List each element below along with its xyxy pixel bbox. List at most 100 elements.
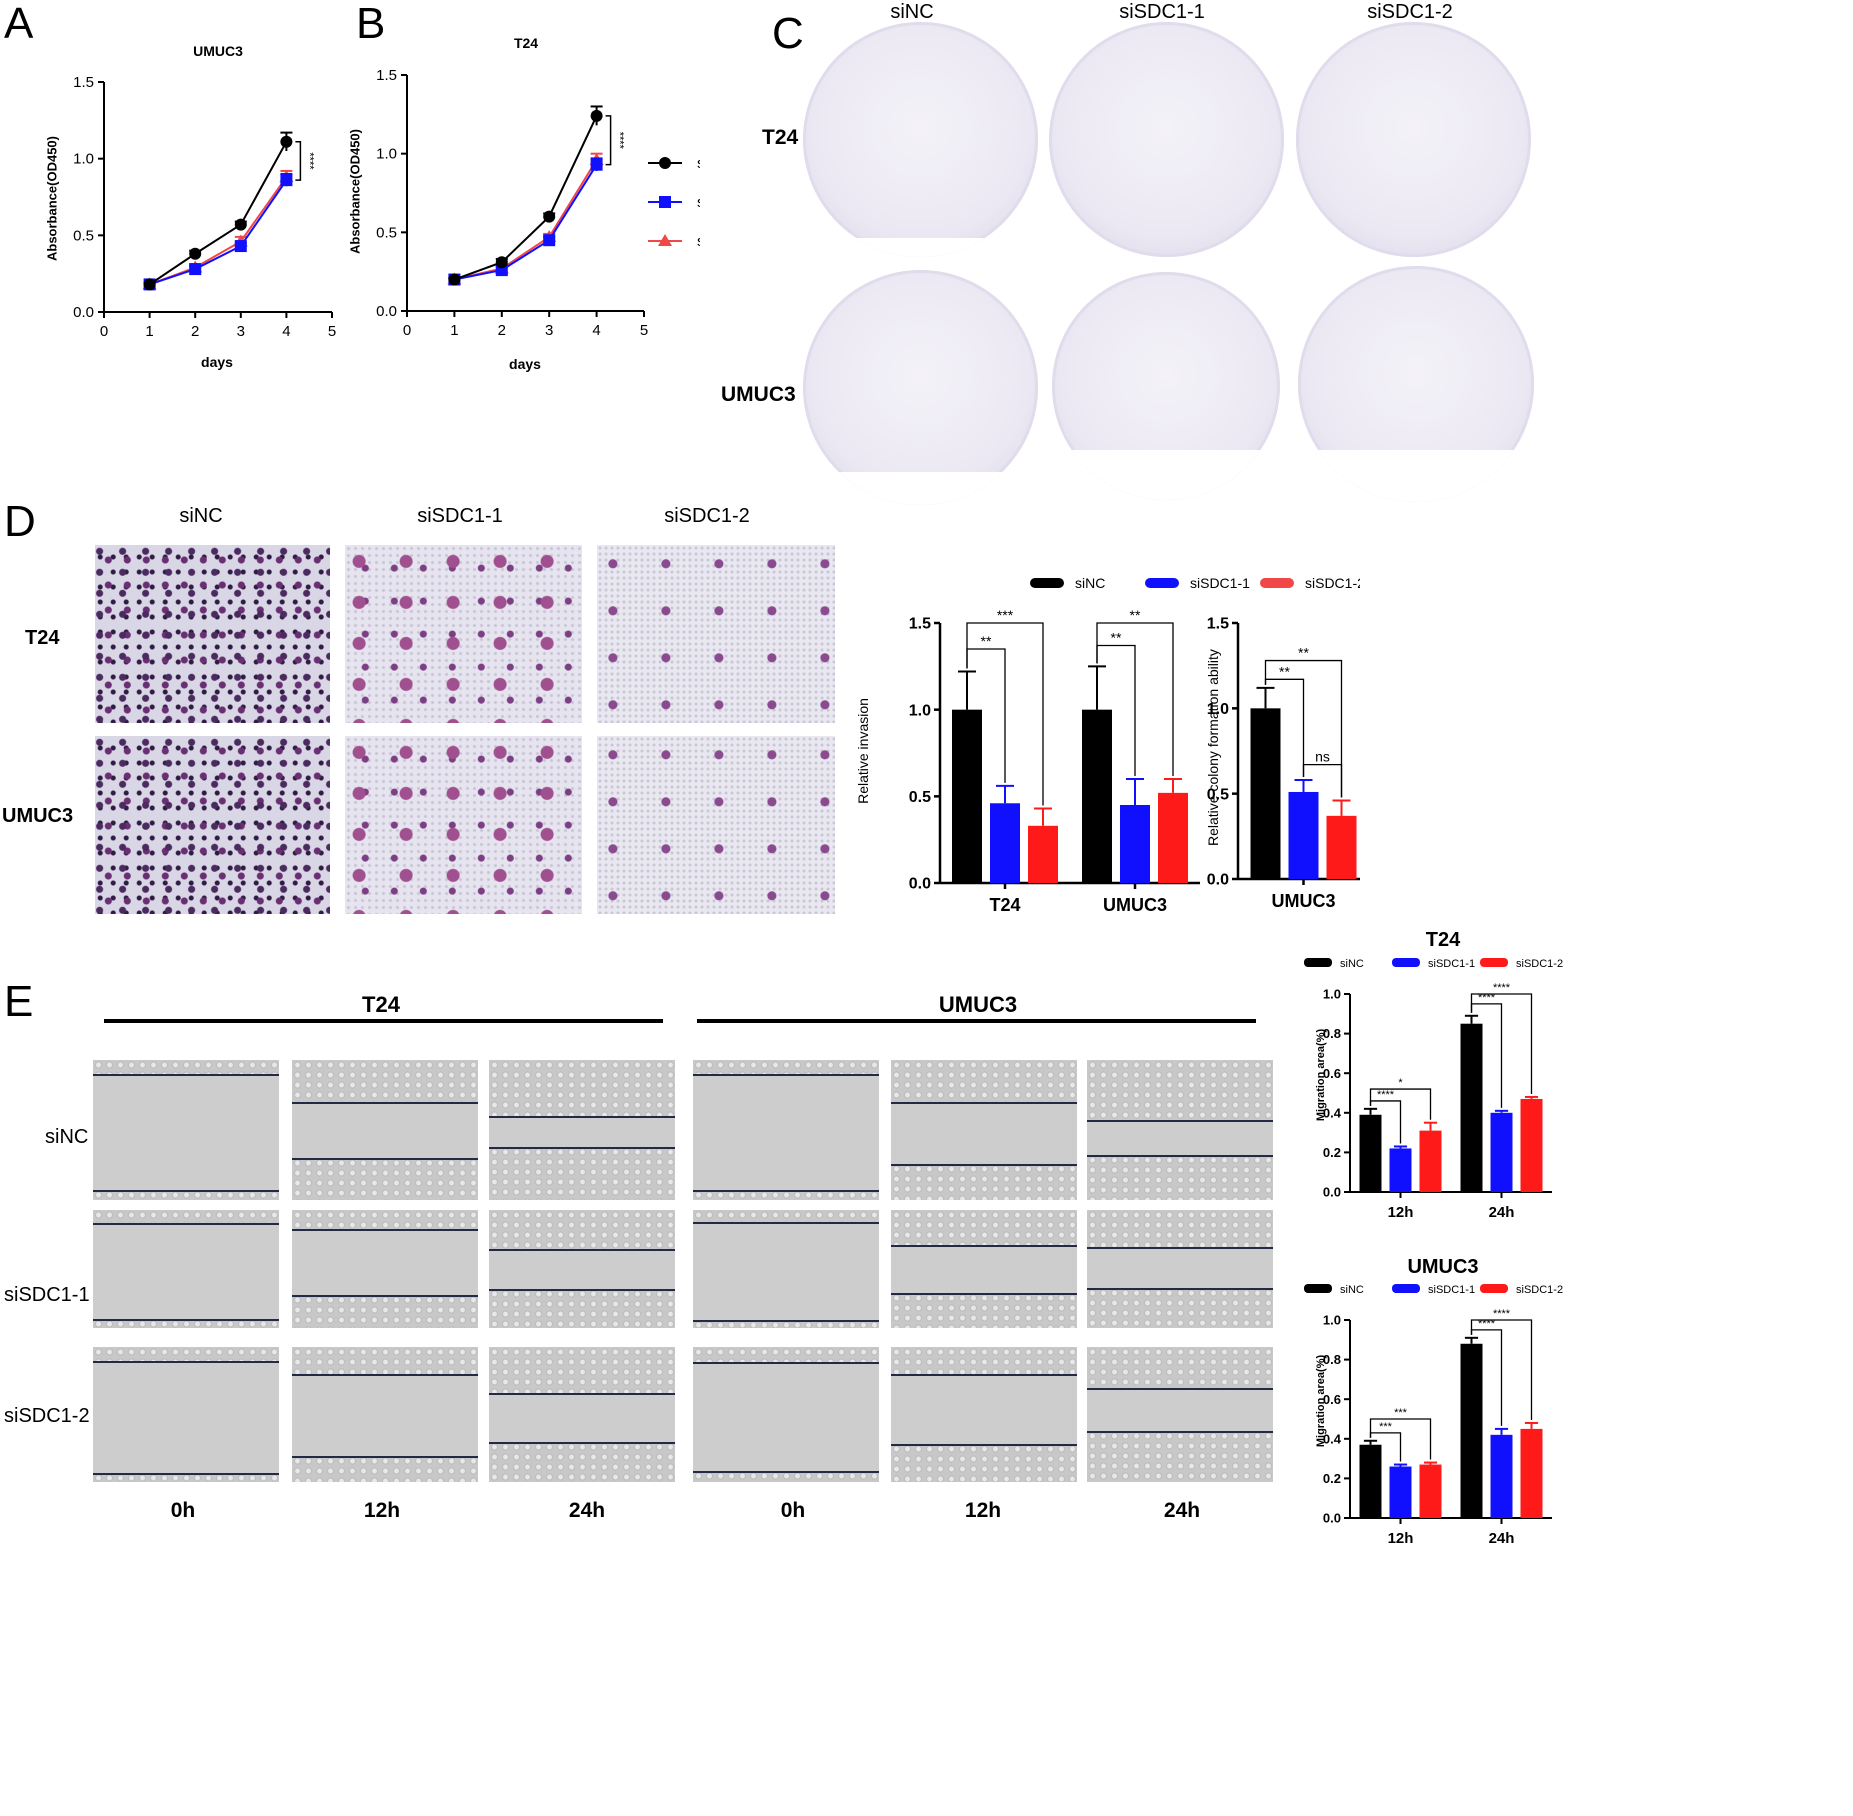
data-point-siNC <box>143 278 156 291</box>
panel-label-c: C <box>772 9 804 58</box>
cell-layer <box>292 1060 478 1102</box>
chart-b-ylabel: Absorbance(OD450) <box>347 129 363 254</box>
cell-layer <box>693 1471 879 1482</box>
cell-layer <box>292 1158 478 1200</box>
cell-layer <box>693 1210 879 1222</box>
growth-curves: 0 1 2 3 4 5 0.0 0.5 1.0 1.5 **** 0 1 2 3 4 5 0.0 0.5 1.0 1.… <box>73 67 700 340</box>
x-tick-label: UMUC3 <box>1103 895 1167 915</box>
bar-siNC-12h <box>1359 1114 1382 1192</box>
series-line-siNC <box>149 141 288 286</box>
y-axis-label: Migration area(%) <box>1315 1355 1327 1448</box>
cell-layer <box>891 1210 1077 1246</box>
cell-layer <box>489 1146 675 1200</box>
sig-label: **** <box>1377 1089 1395 1101</box>
data-point-siNC <box>189 247 202 260</box>
legend-label: siSDC1-2 <box>1516 958 1563 970</box>
cell-layer <box>693 1060 879 1074</box>
d-col-sinc: siNC <box>179 505 223 527</box>
y-tick-label: 0.0 <box>376 303 397 320</box>
bar-siSDC1-1-24h <box>1490 1434 1513 1518</box>
y-tick-label: 1.0 <box>376 146 397 163</box>
y-tick-label: 0.4 <box>1323 1105 1342 1120</box>
bar-siNC-24h <box>1460 1023 1483 1192</box>
bar-siNC-UMUC3 <box>1250 708 1281 879</box>
cell-layer <box>93 1190 279 1200</box>
wound-image-sinc-umuc3-24h <box>1087 1060 1273 1200</box>
chart-b-title: T24 <box>513 35 539 51</box>
c-col-sisdc1-2: siSDC1-2 <box>1367 1 1453 23</box>
x-tick-label: UMUC3 <box>1271 891 1335 911</box>
wound-edge-line <box>292 1456 478 1459</box>
sig-label: *** <box>1379 1421 1393 1433</box>
wound-edge-line <box>93 1318 279 1321</box>
wound-image-sisdc1-1-t24-24h <box>489 1210 675 1328</box>
sig-bracket <box>1470 1319 1533 1420</box>
wound-edge-line <box>891 1245 1077 1248</box>
wound-image-sinc-t24-12h <box>292 1060 478 1200</box>
sig-label: ** <box>981 633 992 649</box>
sig-label: ** <box>1130 607 1141 623</box>
legend-label: siSDC1-1 <box>1428 958 1475 970</box>
wound-image-sisdc1-2-t24-0h <box>93 1347 279 1482</box>
bar-siSDC1-2-12h <box>1419 1464 1442 1518</box>
data-point-siNC <box>495 256 508 269</box>
legend-swatch <box>1260 578 1294 588</box>
x-tick-label: 1 <box>145 323 153 340</box>
wound-image-sisdc1-2-umuc3-24h <box>1087 1347 1273 1482</box>
colony-dish-t24-sinc <box>803 22 1038 257</box>
y-tick-label: 0.5 <box>376 224 397 241</box>
cell-layer <box>489 1289 675 1328</box>
y-tick-label: 0.0 <box>73 304 94 321</box>
bar-siSDC1-1-12h <box>1389 1148 1412 1192</box>
chart-t24-growth: 0 1 2 3 4 5 0.0 0.5 1.0 1.5 **** <box>376 67 648 339</box>
wound-edge-line <box>891 1102 1077 1104</box>
cell-layer <box>1087 1430 1273 1482</box>
wound-image-sinc-t24-24h <box>489 1060 675 1200</box>
wound-edge-line <box>93 1472 279 1475</box>
e-row-sisdc1-2: siSDC1-2 <box>4 1405 90 1427</box>
sig-bracket <box>1096 622 1174 776</box>
sig-label: **** <box>1493 1308 1511 1320</box>
wound-edge-line <box>292 1158 478 1160</box>
bar-siSDC1-1-12h <box>1389 1466 1412 1518</box>
y-tick-label: 0.0 <box>1323 1511 1341 1526</box>
e-row-sinc: siNC <box>45 1126 89 1148</box>
x-tick-label: 1 <box>450 322 458 339</box>
wound-edge-line <box>489 1289 675 1292</box>
chart-b-xlabel: days <box>509 356 541 372</box>
x-tick-label: 0 <box>403 322 411 339</box>
chart-a-xlabel: days <box>201 354 233 370</box>
chart-colony-formation: 0.00.51.01.5UMUC3T24****ns******ns <box>1207 616 1360 911</box>
sig-label: **** <box>1493 982 1511 994</box>
cell-layer <box>1087 1060 1273 1121</box>
legend-label: siNC <box>1340 1284 1364 1296</box>
colony-dish-umuc3-sisdc1-1 <box>1052 272 1280 500</box>
invasion-image-t24-sisdc1-1 <box>345 545 582 723</box>
y-tick-label: 0.6 <box>1323 1066 1341 1081</box>
y-tick-label: 0.4 <box>1323 1431 1342 1446</box>
chart-umuc3-growth: 0 1 2 3 4 5 0.0 0.5 1.0 1.5 **** <box>73 74 336 340</box>
data-point-siSDC1-1 <box>189 263 202 276</box>
sig-label: * <box>1398 1077 1403 1089</box>
sig-label: ** <box>1111 630 1122 646</box>
y-tick-label: 1.5 <box>909 616 931 633</box>
cell-layer <box>693 1190 879 1200</box>
sig-label: *** <box>1394 1407 1408 1419</box>
e-time-24h-umuc3: 24h <box>1163 1499 1201 1522</box>
wound-edge-line <box>693 1190 879 1193</box>
invasion-ylabel: Relative invasion <box>855 698 871 804</box>
x-tick-label: 12h <box>1388 1530 1414 1547</box>
legend-label: siSDC1-2 <box>697 233 700 250</box>
wound-edge-line <box>292 1374 478 1376</box>
e-time-12h-umuc3: 12h <box>964 1499 1002 1522</box>
x-tick-label: 4 <box>592 322 600 339</box>
wound-edge-line <box>891 1292 1077 1295</box>
bar-siSDC1-1-UMUC3 <box>1120 805 1150 883</box>
y-tick-label: 0.2 <box>1323 1145 1341 1160</box>
d-col-sisdc1-2: siSDC1-2 <box>664 505 750 527</box>
legend-label: siSDC1-1 <box>1428 1284 1475 1296</box>
e-row-sisdc1-1: siSDC1-1 <box>4 1284 90 1306</box>
y-tick-label: 1.0 <box>1207 701 1229 718</box>
cell-layer <box>292 1347 478 1374</box>
wound-image-sinc-t24-0h <box>93 1060 279 1200</box>
